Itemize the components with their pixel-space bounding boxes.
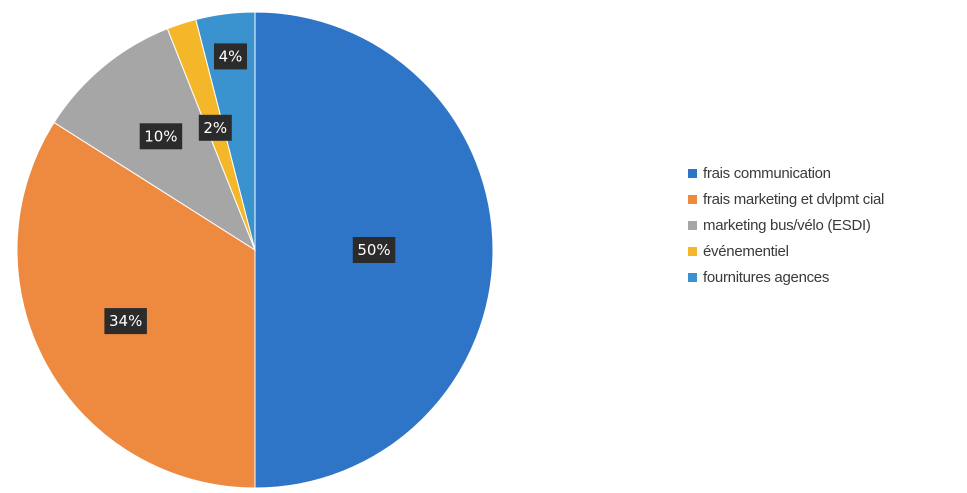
data-label-box	[214, 43, 247, 70]
chart-legend: frais communication frais marketing et dv…	[688, 160, 963, 290]
legend-item-4: fournitures agences	[688, 264, 963, 290]
data-label-box	[139, 123, 183, 150]
data-label-text: 10%	[144, 127, 177, 145]
legend-item-0: frais communication	[688, 160, 963, 186]
legend-swatch	[688, 272, 697, 282]
data-label-box	[104, 308, 147, 335]
legend-item-1: frais marketing et dvlpmt cial	[688, 186, 963, 212]
legend-label: événementiel	[703, 242, 789, 260]
legend-label: marketing bus/vélo (ESDI)	[703, 216, 871, 234]
legend-item-3: événementiel	[688, 238, 963, 264]
pie-data-label-2: 10%	[139, 123, 183, 150]
legend-swatch	[688, 168, 697, 178]
data-label-box	[352, 237, 396, 263]
data-label-text: 2%	[203, 119, 227, 137]
legend-swatch	[688, 220, 697, 230]
legend-swatch	[688, 194, 697, 204]
legend-item-2: marketing bus/vélo (ESDI)	[688, 212, 963, 238]
data-label-text: 34%	[109, 312, 142, 330]
data-label-text: 50%	[357, 241, 390, 259]
pie-data-label-3: 2%	[198, 114, 232, 141]
legend-label: frais communication	[703, 164, 831, 182]
legend-swatch	[688, 246, 697, 256]
legend-label: frais marketing et dvlpmt cial	[703, 190, 885, 208]
pie-slice-1	[16, 121, 256, 489]
data-label-text: 4%	[219, 47, 243, 65]
pie-data-label-4: 4%	[214, 43, 247, 70]
pie-data-label-0: 50%	[352, 237, 396, 263]
data-label-box	[198, 114, 232, 141]
pie-labels: 50% 34% 10% 2% 4%	[104, 43, 396, 335]
legend-label: fournitures agences	[703, 268, 830, 286]
pie-data-label-1: 34%	[104, 308, 147, 335]
pie-slices	[16, 11, 494, 489]
